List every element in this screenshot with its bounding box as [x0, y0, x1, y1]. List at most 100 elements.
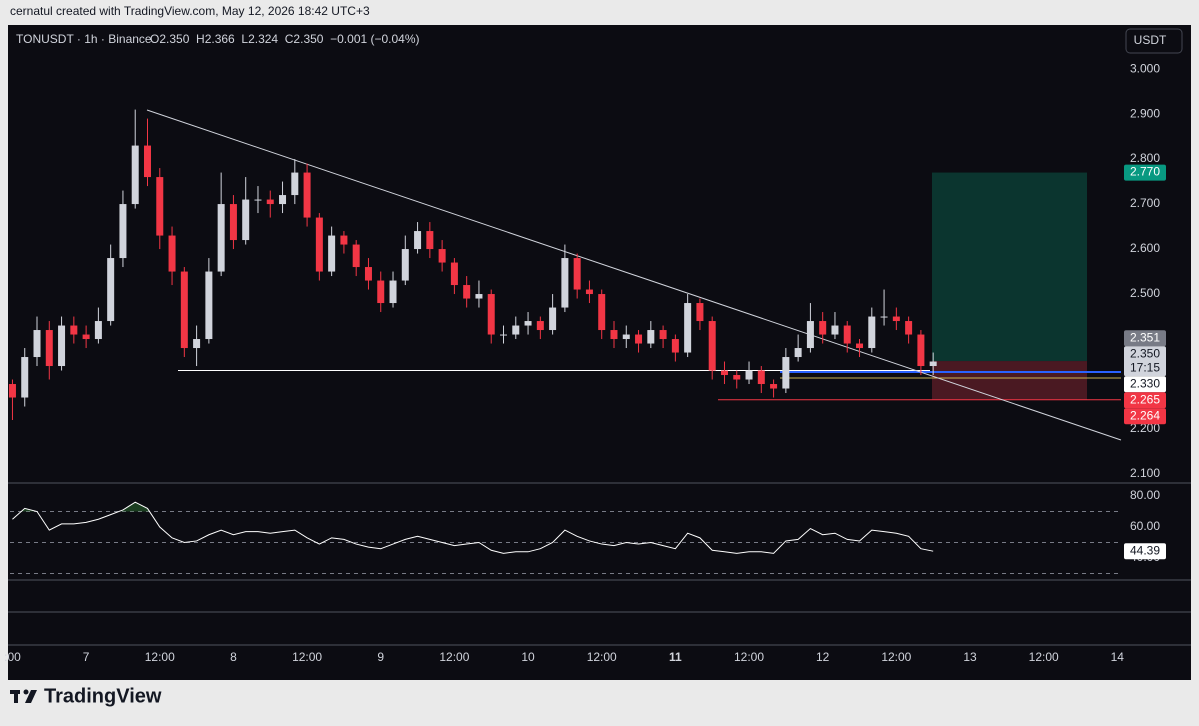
candle-body [229, 204, 237, 241]
header: cernatul created with TradingView.com, M… [10, 4, 370, 18]
candle-body [377, 280, 385, 304]
candle-body [561, 258, 569, 308]
candle-body [843, 325, 851, 344]
candle-body [107, 258, 115, 322]
y-tick-label: 3.000 [1130, 61, 1160, 75]
price-label: 2.265 [1130, 392, 1160, 406]
candle-body [119, 204, 127, 259]
rsi-line [12, 501, 934, 554]
y-tick-label: 2.800 [1130, 151, 1160, 165]
currency: USDT [1134, 33, 1167, 47]
x-tick-label: 12 [816, 650, 830, 664]
candle-body [929, 361, 937, 367]
x-tick-label: 12:00 [1029, 650, 1059, 664]
candle-body [671, 339, 679, 353]
candle-body [782, 357, 790, 389]
candle-body [82, 334, 90, 340]
candle-body [622, 334, 630, 340]
candle-body [856, 343, 864, 349]
candle-body [475, 294, 483, 299]
rsi-last-box [1124, 543, 1166, 560]
candle-body [21, 357, 29, 398]
candle-body [279, 195, 287, 205]
candle-body [905, 321, 913, 335]
countdown: 17:15 [1130, 360, 1160, 374]
candle-body [770, 384, 778, 389]
candle-body [168, 235, 176, 272]
price-label: 2.330 [1130, 376, 1160, 390]
candle-body [45, 330, 53, 367]
y-tick-label: 2.500 [1130, 286, 1160, 300]
candle-body [8, 384, 16, 398]
price-label-box [1124, 408, 1166, 425]
candle-body [438, 249, 446, 263]
candle-body [70, 325, 78, 335]
candle-body [450, 262, 458, 286]
position-stop-zone [932, 361, 1087, 400]
candle-body [364, 267, 372, 281]
price-label: 2.351 [1130, 330, 1160, 344]
candle-body [757, 370, 765, 385]
y-tick-label: 2.700 [1130, 196, 1160, 210]
candle-body [635, 334, 643, 344]
candle-body [340, 235, 348, 245]
candle-body [143, 145, 151, 178]
rsi-last-label: 44.39 [1130, 543, 1160, 557]
x-tick-label: 14 [1111, 650, 1125, 664]
candle-body [254, 199, 262, 201]
tv-logo [10, 689, 37, 703]
candle-body [684, 303, 692, 353]
y-tick-label: 2.100 [1130, 466, 1160, 480]
candle-body [696, 303, 704, 322]
x-tick-label: 10 [521, 650, 535, 664]
price-label-box [1124, 346, 1166, 377]
candle-body [659, 330, 667, 340]
candle-body [880, 316, 888, 318]
ohlc-summary: O2.350 H2.366 L2.324 C2.350 −0.001 (−0.0… [150, 32, 420, 46]
candle-body [463, 285, 471, 299]
position-target-zone [932, 172, 1087, 362]
x-tick-label: 9 [377, 650, 384, 664]
candle-body [806, 321, 814, 349]
price-label-box [1124, 376, 1166, 393]
x-tick-label: 12:00 [145, 650, 175, 664]
brand: TradingView [44, 685, 162, 707]
x-tick-label: 11 [669, 650, 682, 664]
candle-body [500, 334, 508, 336]
candle-body [266, 199, 274, 205]
x-tick-label: 12:00 [734, 650, 764, 664]
candle-body [414, 231, 422, 250]
candle-body [303, 172, 311, 218]
candle-body [708, 321, 716, 371]
candle-body [401, 249, 409, 281]
candle-body [868, 316, 876, 349]
x-tick-label: :00 [4, 650, 21, 664]
symbol-title: TONUSDT · 1h · Binance [16, 32, 152, 46]
candle-body [585, 289, 593, 295]
currency-button[interactable] [1125, 28, 1183, 54]
candle-body [131, 145, 139, 205]
candle-body [549, 307, 557, 331]
candle-body [917, 334, 925, 367]
candle-body [720, 370, 728, 376]
x-tick-label: 12:00 [587, 650, 617, 664]
candle-body [352, 244, 360, 268]
rsi-tick-label: 60.00 [1130, 519, 1160, 533]
candle-body [573, 258, 581, 290]
price-label-box [1124, 330, 1166, 347]
trend-line [146, 109, 1122, 441]
y-tick-label: 2.200 [1130, 421, 1160, 435]
y-tick-label: 2.600 [1130, 241, 1160, 255]
price-label: 2.350 [1130, 346, 1160, 360]
x-tick-label: 7 [83, 650, 90, 664]
candle-body [426, 231, 434, 250]
candle-body [524, 321, 532, 326]
candle-body [536, 321, 544, 331]
rsi-tick-label: 80.00 [1130, 488, 1160, 502]
candle-body [193, 339, 201, 349]
x-tick-label: 8 [230, 650, 237, 664]
candle-body [315, 217, 323, 272]
candle-body [892, 316, 900, 322]
